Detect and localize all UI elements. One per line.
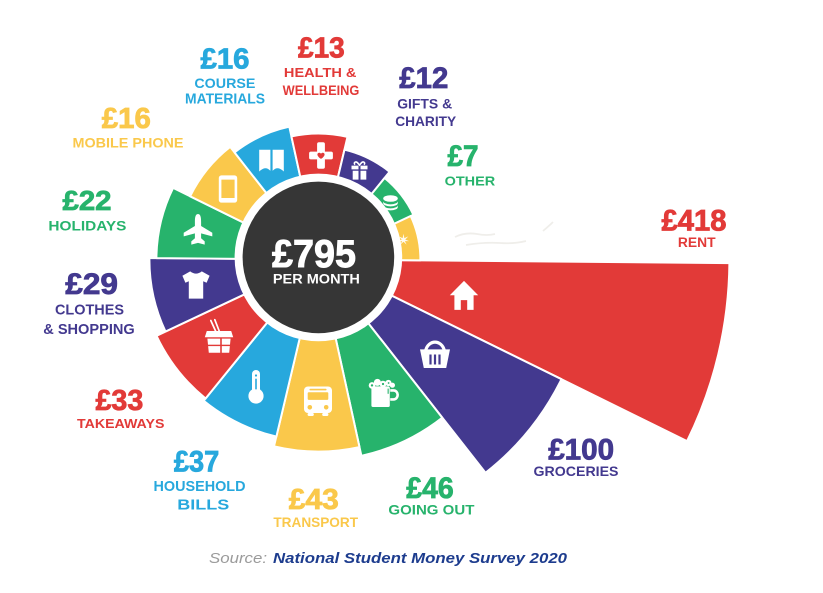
svg-text:OTHER: OTHER bbox=[445, 174, 496, 189]
svg-text:£13: £13 bbox=[298, 32, 345, 64]
svg-text:GOING OUT: GOING OUT bbox=[388, 503, 475, 518]
svg-text:GIFTS &: GIFTS & bbox=[397, 96, 452, 112]
svg-text:National Student Money Survey: National Student Money Survey 2020 bbox=[273, 550, 568, 567]
svg-text:HOUSEHOLD: HOUSEHOLD bbox=[154, 479, 246, 495]
svg-text:£16: £16 bbox=[201, 43, 250, 75]
svg-text:HEALTH &: HEALTH & bbox=[284, 65, 357, 80]
svg-text:£29: £29 bbox=[65, 268, 118, 301]
svg-text:£16: £16 bbox=[102, 103, 151, 135]
svg-text:& SHOPPING: & SHOPPING bbox=[43, 322, 135, 338]
svg-text:£37: £37 bbox=[174, 446, 219, 479]
svg-text:GROCERIES: GROCERIES bbox=[534, 464, 619, 479]
svg-text:£33: £33 bbox=[96, 385, 144, 417]
svg-text:BILLS: BILLS bbox=[177, 497, 229, 513]
svg-text:£795: £795 bbox=[272, 233, 356, 276]
svg-text:COURSE: COURSE bbox=[194, 75, 255, 91]
svg-text:£43: £43 bbox=[289, 484, 339, 516]
svg-text:TRANSPORT: TRANSPORT bbox=[273, 515, 358, 530]
svg-text:£12: £12 bbox=[399, 62, 448, 95]
svg-text:MOBILE PHONE: MOBILE PHONE bbox=[73, 135, 184, 151]
svg-text:Source:: Source: bbox=[209, 550, 267, 567]
svg-text:PER MONTH: PER MONTH bbox=[273, 272, 360, 287]
svg-text:CLOTHES: CLOTHES bbox=[55, 302, 124, 318]
svg-text:HOLIDAYS: HOLIDAYS bbox=[48, 218, 126, 233]
svg-text:WELLBEING: WELLBEING bbox=[283, 83, 360, 98]
svg-text:£7: £7 bbox=[448, 140, 479, 173]
svg-text:RENT: RENT bbox=[678, 235, 716, 250]
svg-text:CHARITY: CHARITY bbox=[395, 113, 457, 129]
svg-text:TAKEAWAYS: TAKEAWAYS bbox=[77, 416, 165, 431]
svg-text:£22: £22 bbox=[63, 185, 112, 216]
svg-text:£46: £46 bbox=[406, 472, 454, 505]
svg-text:£100: £100 bbox=[548, 434, 614, 467]
svg-text:MATERIALS: MATERIALS bbox=[185, 92, 265, 108]
svg-text:£418: £418 bbox=[662, 206, 727, 238]
